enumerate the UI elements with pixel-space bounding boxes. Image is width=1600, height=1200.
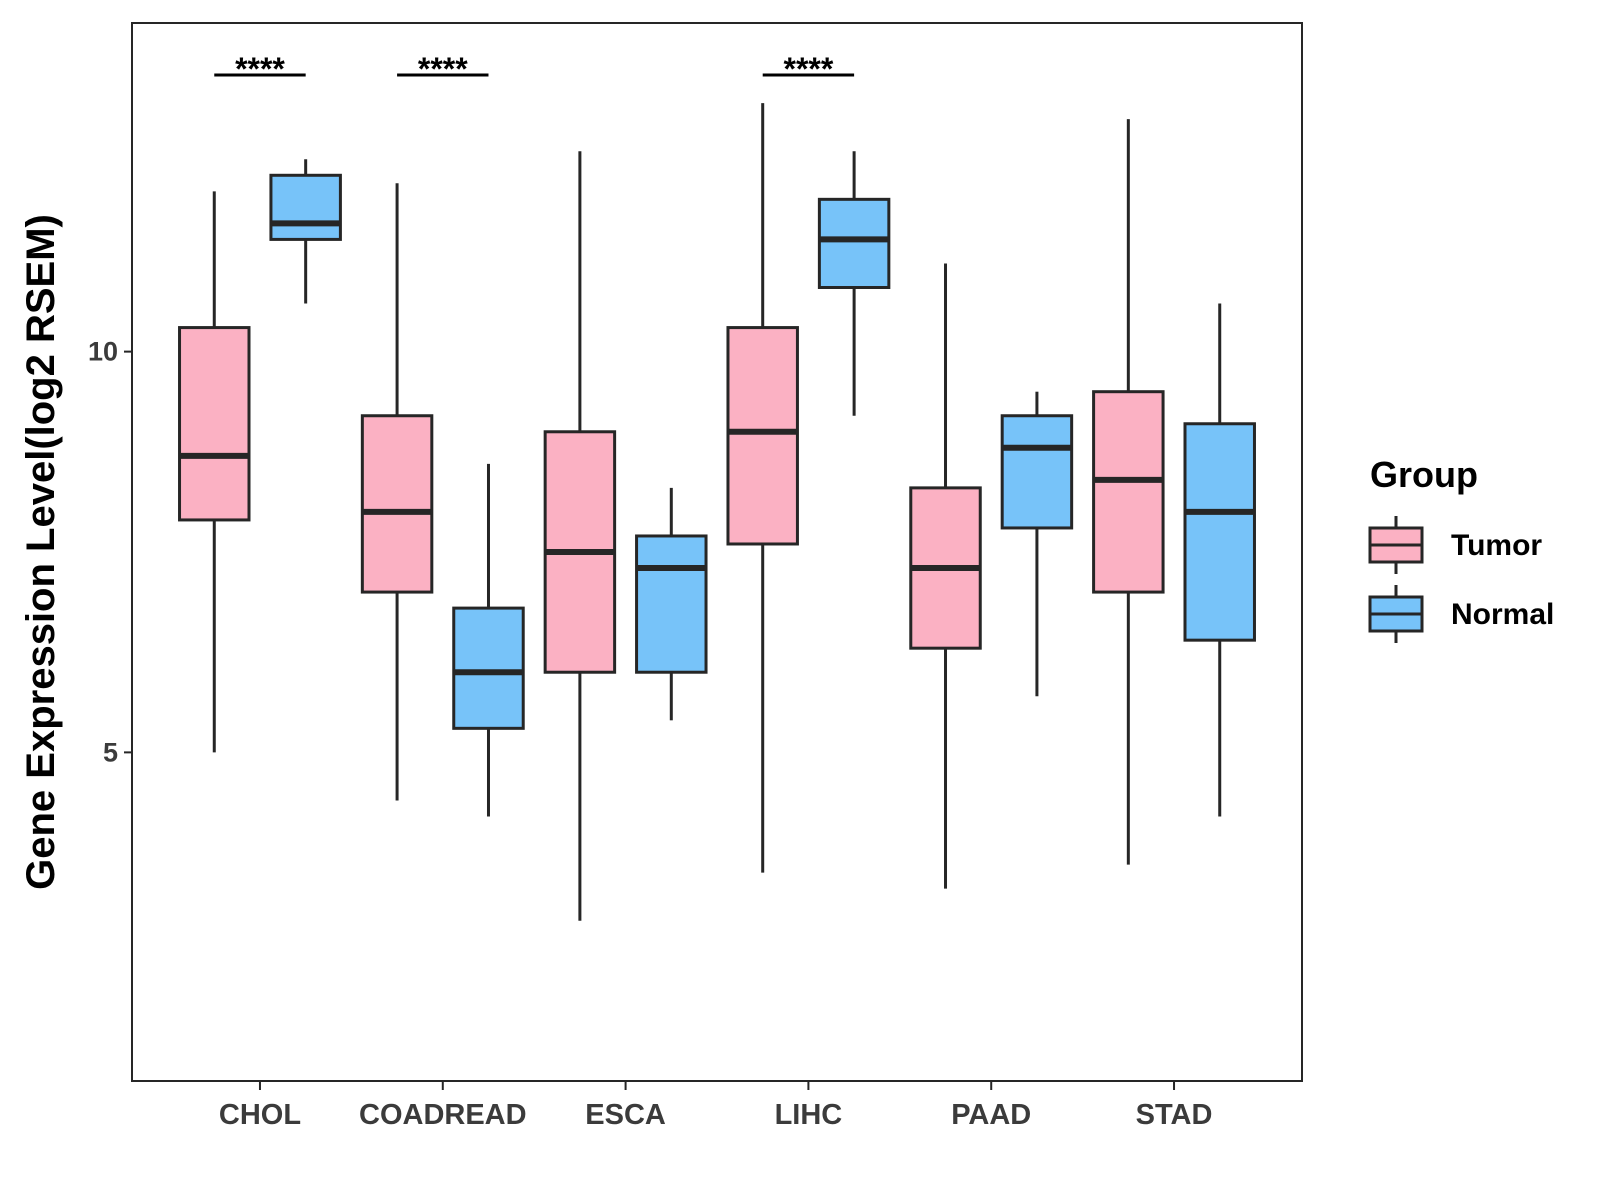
x-tick-label-chol: CHOL — [219, 1099, 301, 1131]
box-normal-chol — [269, 159, 342, 304]
box-normal-coadread — [452, 463, 525, 817]
box-body — [178, 326, 251, 522]
significance-label: **** — [235, 51, 285, 87]
boxes-layer — [178, 103, 1256, 921]
significance-label: **** — [418, 51, 468, 87]
box-tumor-coadread — [360, 183, 434, 801]
x-tick-label-paad: PAAD — [951, 1099, 1031, 1131]
box-normal-stad — [1183, 303, 1256, 817]
box-normal-lihc — [817, 151, 891, 416]
box-body — [452, 606, 525, 730]
box-tumor-paad — [909, 263, 982, 889]
significance-layer: **** **** **** — [214, 51, 855, 87]
box-body — [360, 414, 434, 594]
box-body — [1000, 414, 1074, 530]
y-tick-label: 5 — [103, 737, 118, 767]
box-body — [817, 197, 891, 289]
box-tumor-esca — [543, 151, 617, 921]
significance-label: **** — [784, 51, 834, 87]
y-axis-title: Gene Expression Level(log2 RSEM) — [19, 214, 63, 890]
legend: Group Tumor Normal — [1368, 454, 1554, 643]
legend-entry-normal: Normal — [1368, 585, 1554, 643]
box-normal-paad — [1000, 391, 1074, 697]
significance-chol: **** — [214, 51, 306, 87]
box-tumor-lihc — [726, 103, 799, 873]
box-body — [726, 326, 799, 546]
legend-entry-tumor: Tumor — [1368, 516, 1542, 574]
x-tick-label-lihc: LIHC — [775, 1099, 843, 1131]
box-body — [635, 534, 708, 674]
box-tumor-chol — [178, 191, 251, 753]
legend-label-tumor: Tumor — [1451, 529, 1542, 562]
box-body — [269, 173, 342, 241]
x-tick-label-coadread: COADREAD — [359, 1099, 527, 1131]
legend-title: Group — [1370, 454, 1478, 495]
box-tumor-stad — [1092, 119, 1165, 865]
legend-label-normal: Normal — [1451, 598, 1554, 631]
box-body — [1183, 422, 1256, 642]
legend-keys: Tumor Normal — [1368, 516, 1554, 643]
axis-layer: 5 10 CHOL COADREAD ESCA LIHC PAAD STAD — [88, 337, 1212, 1131]
x-tick-label-stad: STAD — [1136, 1099, 1213, 1131]
box-normal-esca — [635, 487, 708, 721]
significance-lihc: **** — [762, 51, 855, 87]
box-body — [1092, 390, 1165, 594]
significance-coadread: **** — [397, 51, 489, 87]
y-tick-label: 10 — [88, 337, 118, 367]
x-tick-label-esca: ESCA — [585, 1099, 666, 1131]
